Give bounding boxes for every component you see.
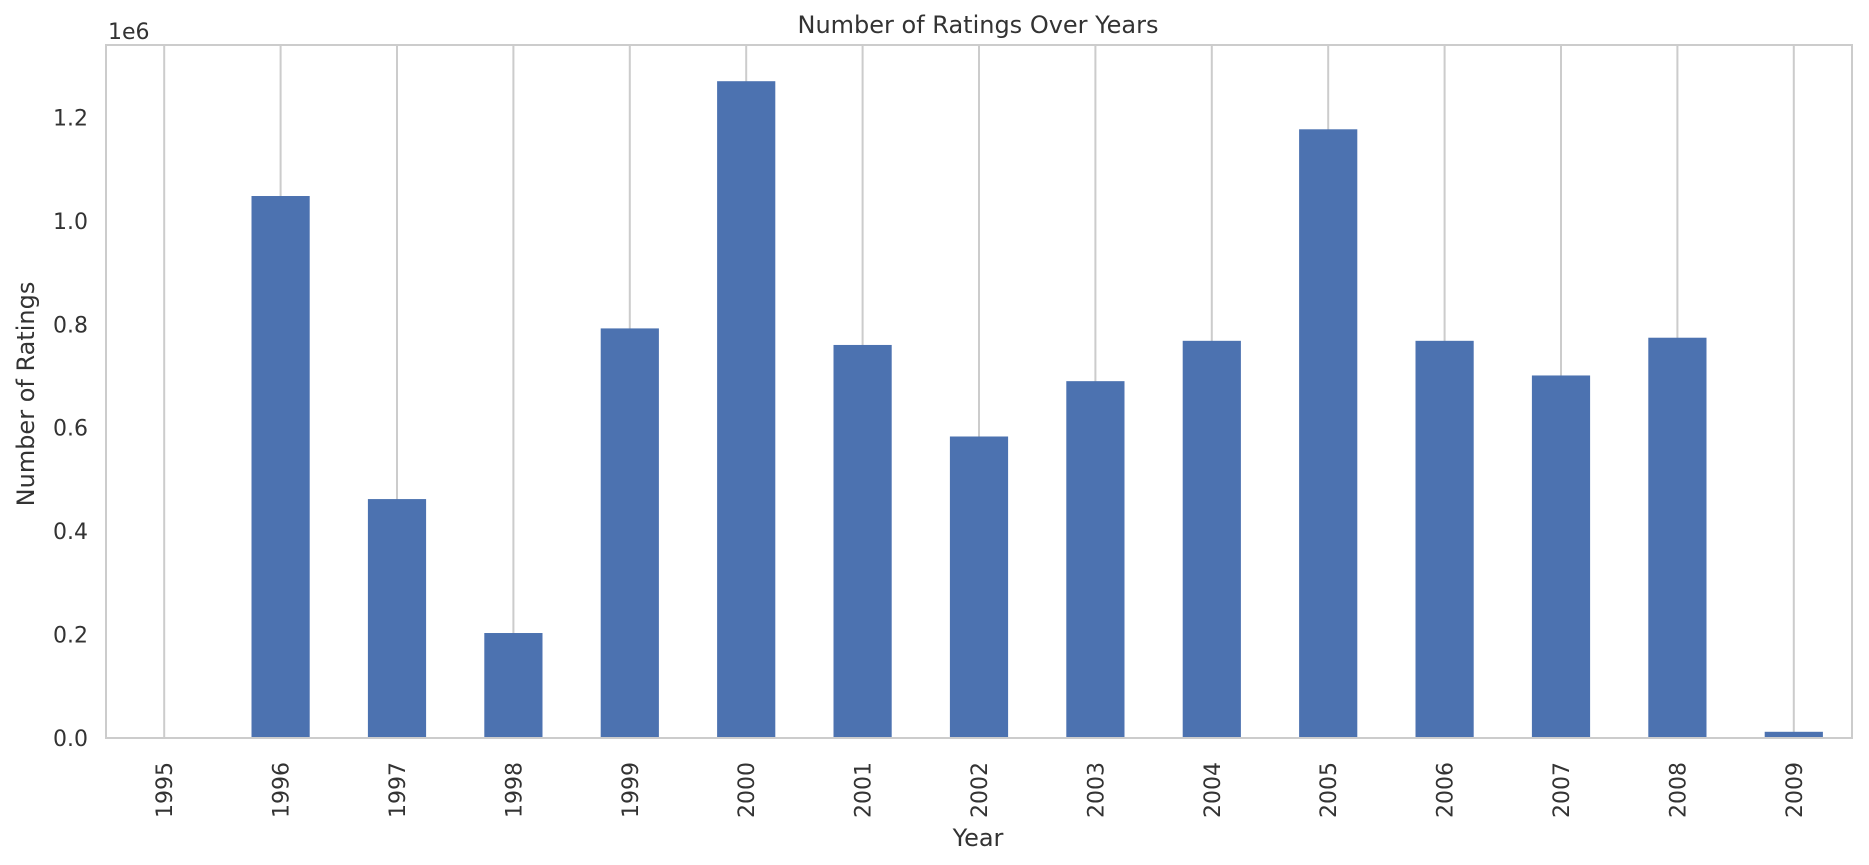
- y-tick-label-1.2: 1.2: [53, 106, 88, 131]
- x-tick-label-1998: 1998: [502, 762, 527, 818]
- bar-2004: [1182, 340, 1241, 738]
- x-tick-label-1999: 1999: [619, 762, 644, 818]
- bar-1999: [600, 328, 659, 738]
- y-tick-label-0.4: 0.4: [53, 520, 88, 545]
- y-tick-label-0.2: 0.2: [53, 624, 88, 649]
- y-tick-label-0.0: 0.0: [53, 727, 88, 752]
- bar-2008: [1648, 337, 1707, 738]
- bar-2002: [949, 436, 1009, 738]
- bar-2005: [1299, 129, 1358, 739]
- y-axis-label: Number of Ratings: [12, 282, 40, 507]
- x-tick-labels: 1995 1996 1997 1998 1999 2000 2001 2002 2003 2004…: [153, 762, 1808, 818]
- bar-2000: [717, 81, 776, 739]
- bar-2001: [833, 344, 892, 738]
- y-tick-label-0.6: 0.6: [53, 417, 88, 442]
- bars: [251, 81, 1823, 739]
- x-tick-label-1997: 1997: [386, 762, 411, 818]
- x-tick-label-2005: 2005: [1317, 762, 1342, 818]
- x-tick-label-1996: 1996: [270, 762, 295, 818]
- bar-2009: [1764, 731, 1823, 738]
- y-axis-offset-label: 1e6: [108, 20, 150, 45]
- x-tick-label-2002: 2002: [968, 762, 993, 818]
- x-tick-label-2007: 2007: [1550, 762, 1575, 818]
- bar-2006: [1415, 340, 1474, 738]
- x-tick-label-2003: 2003: [1084, 762, 1109, 818]
- bar-1998: [484, 633, 543, 738]
- plot-frame: [105, 44, 1853, 739]
- x-tick-label-2006: 2006: [1434, 762, 1459, 818]
- x-tick-label-2009: 2009: [1783, 762, 1808, 818]
- x-axis-label: Year: [952, 824, 1004, 852]
- x-tick-label-2001: 2001: [852, 762, 877, 818]
- y-tick-labels: 0.0 0.2 0.4 0.6 0.8 1.0 1.2: [53, 106, 88, 752]
- chart-title: Number of Ratings Over Years: [798, 11, 1159, 39]
- bar-2003: [1066, 381, 1125, 738]
- bar-2007: [1531, 375, 1591, 738]
- bar-1997: [367, 499, 427, 738]
- x-tick-label-1995: 1995: [153, 762, 178, 818]
- bar-1996: [251, 196, 310, 738]
- x-tick-label-2000: 2000: [735, 762, 760, 818]
- x-tick-label-2004: 2004: [1201, 762, 1226, 818]
- x-tick-label-2008: 2008: [1666, 762, 1691, 818]
- y-tick-label-1.0: 1.0: [53, 210, 88, 235]
- y-tick-label-0.8: 0.8: [53, 313, 88, 338]
